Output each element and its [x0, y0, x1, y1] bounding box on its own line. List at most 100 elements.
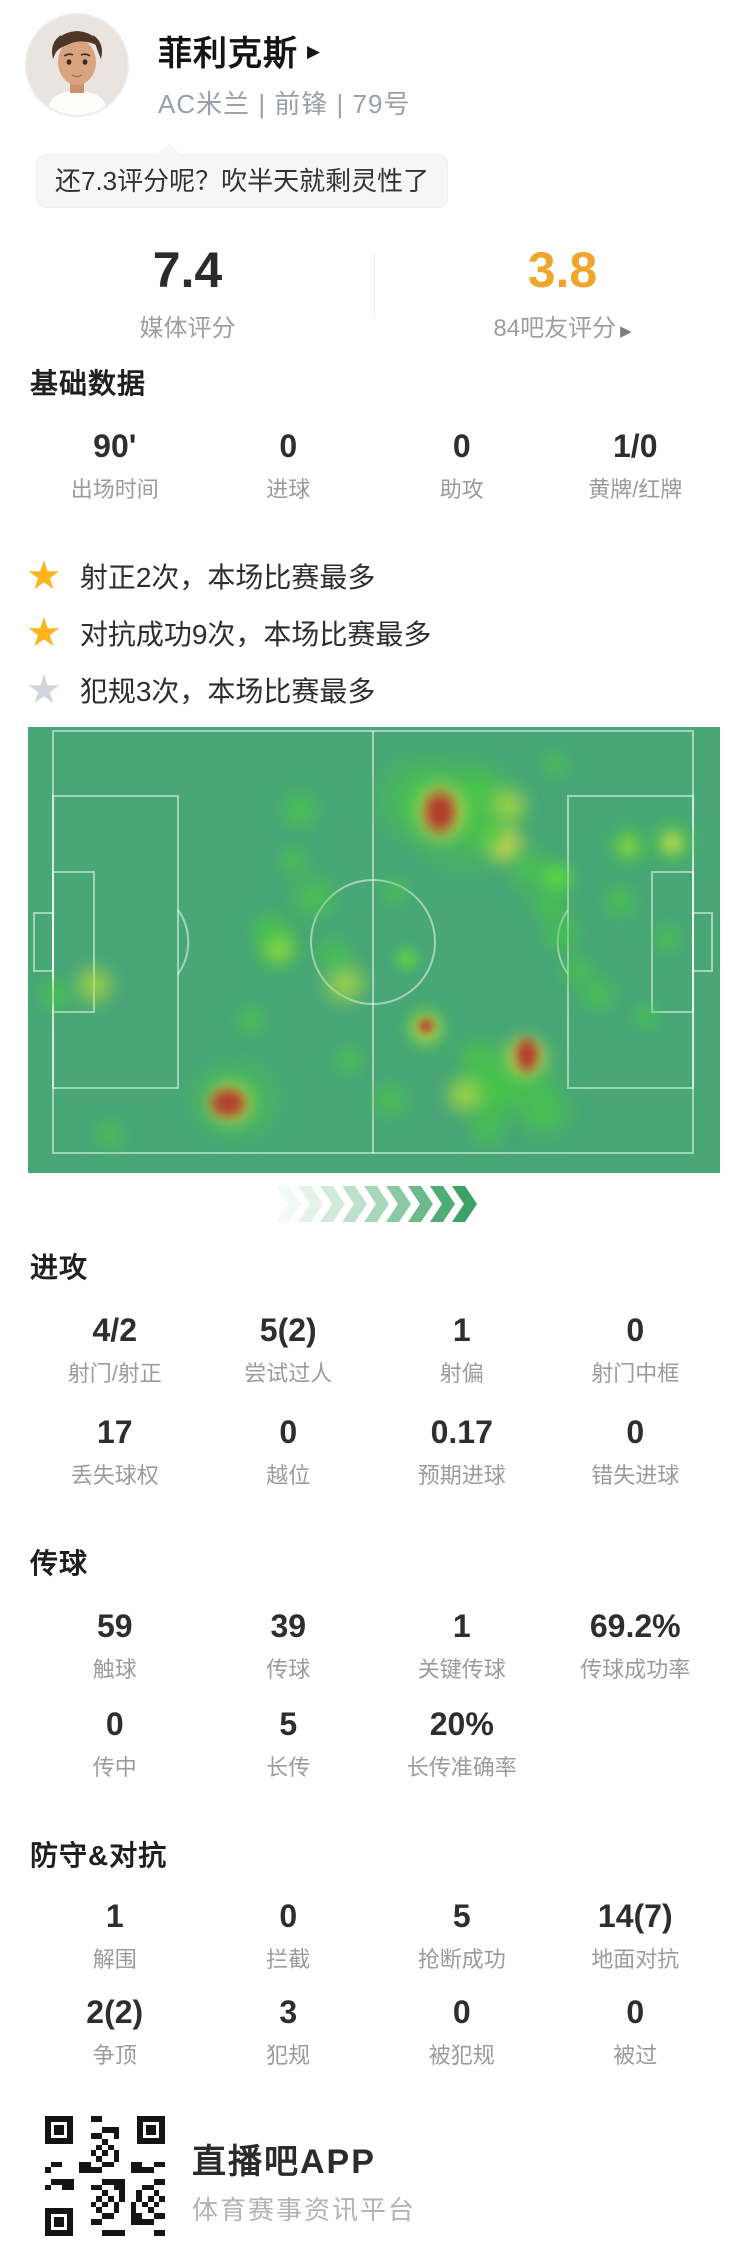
fans-rating-value: 3.8	[527, 242, 598, 298]
heat-blob	[415, 1015, 436, 1036]
basic-stats-grid: 90' 出场时间 0 进球 0 助攻 1/0 黄牌/红牌	[0, 428, 750, 504]
app-name: 直播吧APP	[192, 2143, 376, 2181]
heat-blob	[273, 783, 326, 836]
heat-blob	[511, 1032, 542, 1077]
media-rating: 7.4 媒体评分	[0, 244, 375, 343]
section-title-passing: 传球	[30, 1548, 89, 1579]
passing-stats-row1: 59 触球 39 传球 1 关键传球 69.2% 传球成功率	[0, 1608, 750, 1684]
heat-blob	[365, 1075, 414, 1124]
chevron-icon	[452, 1186, 477, 1222]
stat-goals: 0 进球	[266, 428, 311, 502]
stat-aerial-duels: 2(2) 争顶	[86, 1994, 144, 2068]
stat-minutes: 90' 出场时间	[70, 428, 159, 502]
stat-cards: 1/0 黄牌/红牌	[588, 428, 683, 502]
chevron-icon	[364, 1186, 389, 1222]
highlight-row: ★ 对抗成功9次，本场比赛最多	[26, 609, 431, 657]
player-avatar[interactable]	[25, 13, 129, 117]
stat-pass-accuracy: 69.2% 传球成功率	[580, 1608, 691, 1682]
chevron-right-icon: ▶	[307, 42, 321, 61]
stat-tackles-won: 5 抢断成功	[417, 1898, 506, 1972]
stat-dribbles: 5(2) 尝试过人	[244, 1312, 333, 1386]
heat-blob	[311, 930, 360, 979]
comment-bubble: 还7.3评分呢？吹半天就剩灵性了	[36, 144, 449, 208]
stat-big-chances-missed: 0 错失进球	[591, 1414, 680, 1488]
stat-fouled: 0 被犯规	[428, 1994, 495, 2068]
qr-finder-icon	[45, 2208, 73, 2236]
heat-blob	[627, 998, 664, 1034]
qr-code	[45, 2116, 165, 2236]
highlight-text: 对抗成功9次，本场比赛最多	[79, 619, 432, 650]
chevron-icon	[276, 1186, 301, 1222]
stat-long-balls: 5 长传	[266, 1706, 311, 1780]
heat-blob	[462, 1103, 511, 1152]
chevron-arrows	[0, 1186, 750, 1222]
heat-blob	[391, 942, 424, 975]
star-gray-icon: ★	[26, 668, 62, 712]
heat-blob	[537, 746, 574, 783]
section-title-attack: 进攻	[30, 1252, 89, 1283]
heat-blob	[33, 973, 78, 1018]
attack-stats-row2: 17 丢失球权 0 越位 0.17 预期进球 0 错失进球	[0, 1414, 750, 1490]
chevron-icon	[320, 1186, 345, 1222]
stat-possession-lost: 17 丢失球权	[70, 1414, 159, 1488]
highlight-text: 犯规3次，本场比赛最多	[79, 676, 376, 707]
stat-shots-off: 1 射偏	[439, 1312, 484, 1386]
heat-blob	[510, 1077, 579, 1146]
star-gold-icon: ★	[26, 611, 62, 655]
heat-blob	[613, 832, 642, 861]
media-rating-value: 7.4	[152, 242, 223, 298]
star-gold-icon: ★	[26, 554, 62, 598]
heat-blob	[376, 873, 413, 910]
heat-blob	[273, 840, 314, 881]
qr-code-modules	[45, 2116, 165, 2236]
section-title-basic: 基础数据	[30, 368, 147, 399]
section-title-defense: 防守&对抗	[30, 1840, 168, 1871]
player-meta: AC米兰 | 前锋 | 79号	[158, 89, 411, 119]
heat-blob	[230, 1000, 271, 1041]
stat-shots: 4/2 射门/射正	[67, 1312, 162, 1386]
defense-stats-row1: 1 解围 0 拦截 5 抢断成功 14(7) 地面对抗	[0, 1898, 750, 1974]
qr-finder-icon	[137, 2116, 165, 2144]
defense-stats-row2: 2(2) 争顶 3 犯规 0 被犯规 0 被过	[0, 1994, 750, 2070]
chevron-icon	[342, 1186, 367, 1222]
heat-blob	[246, 905, 295, 954]
heat-blob	[597, 878, 642, 923]
stat-passes: 39 传球	[266, 1608, 311, 1682]
avatar-portrait	[27, 15, 127, 115]
heat-blob	[574, 970, 623, 1019]
stat-woodwork: 0 射门中框	[591, 1312, 680, 1386]
passing-stats-row2: 0 传中 5 长传 20% 长传准确率	[0, 1706, 750, 1782]
chevron-icon	[430, 1186, 455, 1222]
stat-touches: 59 触球	[92, 1608, 137, 1682]
stat-offsides: 0 越位	[266, 1414, 311, 1488]
player-name-row[interactable]: 菲利克斯 ▶	[158, 26, 320, 75]
qr-finder-icon	[45, 2116, 73, 2144]
attack-stats-row1: 4/2 射门/射正 5(2) 尝试过人 1 射偏 0 射门中框	[0, 1312, 750, 1388]
heat-blob	[656, 826, 689, 859]
stat-ground-duels: 14(7) 地面对抗	[591, 1898, 680, 1972]
stat-interceptions: 0 拦截	[266, 1898, 311, 1972]
chevron-right-icon: ▶	[620, 323, 632, 340]
heat-blob	[204, 1083, 251, 1122]
chevron-icon	[386, 1186, 411, 1222]
stat-long-ball-accuracy: 20% 长传准确率	[406, 1706, 517, 1780]
heat-blob	[89, 1115, 130, 1156]
chevron-icon	[408, 1186, 433, 1222]
stat-assists: 0 助攻	[439, 428, 484, 502]
stat-xg: 0.17 预期进球	[417, 1414, 506, 1488]
highlight-row: ★ 射正2次，本场比赛最多	[26, 552, 375, 600]
stat-crosses: 0 传中	[92, 1706, 137, 1780]
highlight-row: ★ 犯规3次，本场比赛最多	[26, 666, 375, 714]
stat-fouls: 3 犯规	[266, 1994, 311, 2068]
highlight-text: 射正2次，本场比赛最多	[79, 562, 376, 593]
rating-divider	[374, 254, 375, 318]
fans-rating-label[interactable]: 84吧友评分 ▶	[493, 315, 632, 342]
fans-rating[interactable]: 3.8 84吧友评分 ▶	[375, 244, 750, 343]
app-tagline: 体育赛事资讯平台	[192, 2195, 417, 2225]
pitch-heatmap	[28, 727, 720, 1173]
chevron-icon	[298, 1186, 323, 1222]
heat-blob	[418, 785, 461, 840]
media-rating-label: 媒体评分	[139, 315, 236, 342]
heat-blob	[329, 1040, 370, 1081]
